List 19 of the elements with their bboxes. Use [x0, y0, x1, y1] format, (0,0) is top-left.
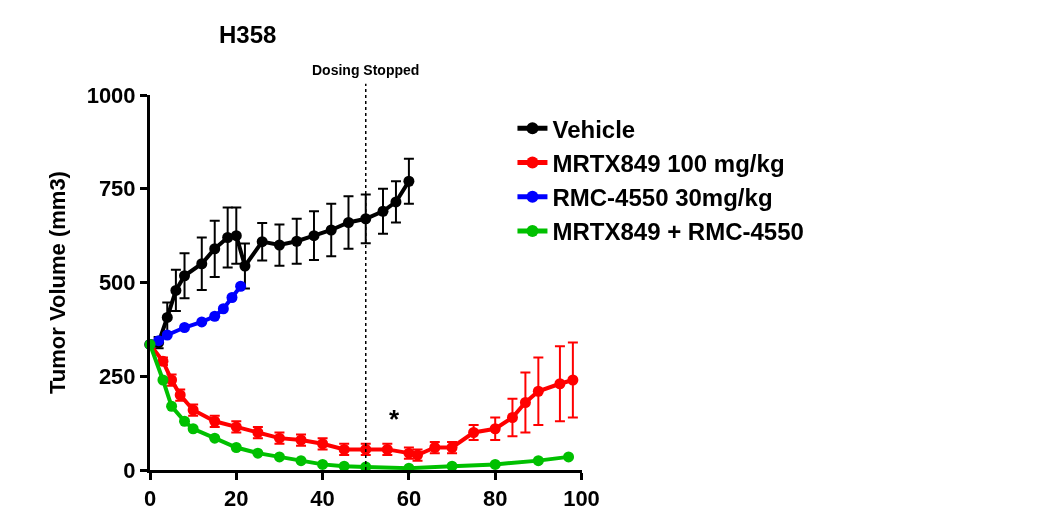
x-tick-label: 60 [396, 486, 422, 512]
y-tick-label: 0 [123, 457, 136, 483]
x-tick-label: 0 [143, 486, 157, 512]
x-tick-label: 40 [310, 486, 335, 512]
legend-label: MRTX849 + RMC-4550 [552, 218, 804, 246]
annotation: * [389, 404, 400, 434]
y-axis-title: Tumor Volume (mm3) [45, 171, 71, 394]
legend-label: Vehicle [552, 115, 636, 143]
y-tick-label: 1000 [86, 82, 136, 108]
legend-label: RMC-4550 30mg/kg [552, 184, 773, 212]
y-tick-label: 500 [98, 270, 136, 296]
chart-title: H358 [219, 20, 277, 48]
ref-line-label: Dosing Stopped [312, 62, 420, 78]
x-tick-label: 80 [482, 486, 508, 512]
x-tick-label: 20 [224, 486, 249, 512]
y-tick-label: 750 [98, 176, 136, 202]
x-tick-label: 100 [563, 486, 600, 512]
y-tick-label: 250 [98, 363, 136, 389]
legend-label: MRTX849 100 mg/kg [552, 149, 785, 177]
